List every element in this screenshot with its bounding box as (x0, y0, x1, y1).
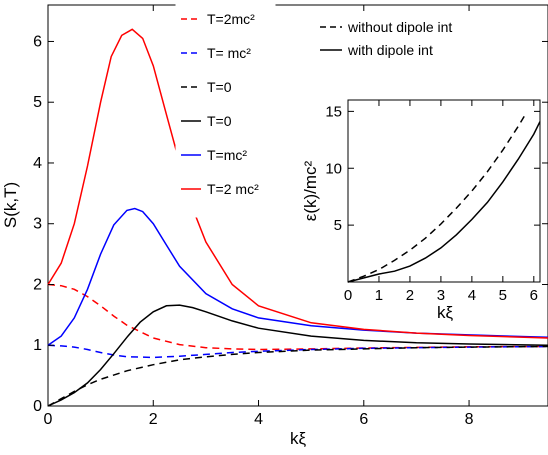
inset-y-tick-label: 10 (325, 160, 342, 177)
legend-left-label-5: T=2 mc² (207, 181, 259, 197)
inset-x-tick-label: 5 (499, 287, 507, 304)
main-plot-frame (47, 4, 548, 407)
legend-left-label-2: T=0 (207, 79, 232, 95)
inset-series-group (347, 115, 541, 283)
legend-left-label-4: T=mc² (207, 147, 247, 163)
main-y-tick-label: 0 (33, 398, 42, 415)
legend-right-label-0: without dipole int (347, 19, 452, 35)
inset-y-tick-label: 5 (334, 217, 342, 234)
main-plot: 0 2 4 6 8 0 1 2 3 4 5 6 kξ S(k,T) (1, 4, 548, 448)
main-x-axis-label: kξ (290, 429, 307, 448)
legend-left-label-3: T=0 (207, 113, 232, 129)
inset-x-axis-label: kξ (437, 303, 454, 322)
main-y-tick-label: 4 (33, 155, 42, 172)
inset-y-axis-label: ε(k)/mc² (301, 160, 320, 221)
legend-left-label-0: T=2mc² (207, 11, 255, 27)
legend-left-box (175, 2, 276, 218)
main-series-5 (47, 28, 548, 339)
inset-x-tick-label: 4 (468, 287, 476, 304)
main-x-tick-label: 0 (44, 411, 53, 428)
main-y-tick-label: 2 (33, 276, 42, 293)
inset-x-tick-label: 3 (437, 287, 445, 304)
inset-series-0 (347, 115, 526, 283)
main-series-1 (47, 344, 548, 359)
main-x-tick-label: 8 (465, 411, 474, 428)
main-series-2 (47, 345, 548, 407)
inset-x-tick-label: 0 (344, 287, 352, 304)
legend-left: T=2mc² T= mc² T=0 T=0 T=mc² T=2 mc² (175, 2, 276, 218)
main-series-3 (47, 304, 548, 407)
inset-plot-frame (347, 99, 541, 283)
inset-y-tick-label: 15 (325, 103, 342, 120)
main-y-tick-label: 3 (33, 216, 42, 233)
main-x-tick-label: 2 (149, 411, 158, 428)
main-x-tick-label: 4 (254, 411, 263, 428)
legend-right: without dipole int with dipole int (320, 19, 452, 58)
main-y-tick-label: 5 (33, 94, 42, 111)
inset-x-tick-label: 1 (375, 287, 383, 304)
inset-x-tick-label: 6 (530, 287, 538, 304)
main-series-group (47, 28, 548, 407)
main-x-tick-label: 6 (359, 411, 368, 428)
main-series-4 (47, 207, 548, 346)
legend-left-label-1: T= mc² (207, 45, 251, 61)
inset-x-tick-label: 2 (406, 287, 414, 304)
legend-right-label-1: with dipole int (347, 42, 433, 58)
main-y-axis-label: S(k,T) (1, 182, 20, 228)
inset-ticks-group: 0 1 2 3 4 5 6 5 10 15 (325, 100, 540, 304)
main-y-tick-label: 1 (33, 337, 42, 354)
inset-series-1 (347, 121, 541, 283)
main-y-tick-label: 6 (33, 33, 42, 50)
inset-plot: 0 1 2 3 4 5 6 5 10 15 kξ ε(k)/mc² (301, 99, 541, 322)
